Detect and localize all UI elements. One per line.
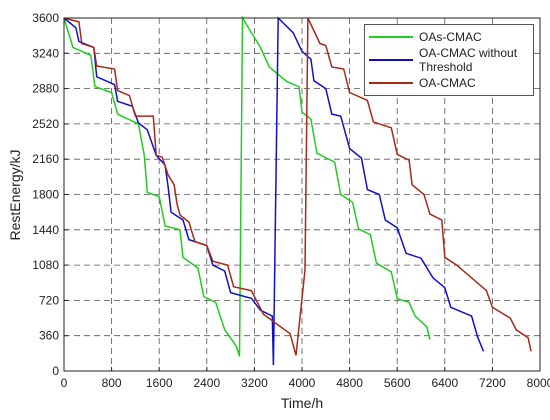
y-tick-label: 360 [39, 329, 59, 343]
x-tick-label: 7200 [479, 376, 506, 390]
legend-item: OA-CMAC without Threshold [369, 46, 529, 74]
legend-item: OA-CMAC [369, 76, 529, 90]
y-tick-label: 2160 [32, 152, 59, 166]
y-tick-label: 1800 [32, 188, 59, 202]
x-tick-label: 2400 [193, 376, 220, 390]
x-tick-label: 800 [102, 376, 122, 390]
x-tick-label: 3200 [241, 376, 268, 390]
y-tick-label: 1440 [32, 223, 59, 237]
y-tick-label: 2520 [32, 117, 59, 131]
legend: OAs-CMAC OA-CMAC without Threshold OA-CMAC [364, 24, 534, 96]
x-axis-label: Time/h [281, 395, 323, 411]
x-tick-label: 5600 [384, 376, 411, 390]
x-tick-label: 4000 [289, 376, 316, 390]
legend-label: OA-CMAC without Threshold [419, 46, 518, 74]
y-tick-label: 3240 [32, 46, 59, 60]
y-tick-label: 0 [52, 364, 59, 378]
y-axis-label: RestEnergy/kJ [7, 149, 23, 240]
legend-swatch [369, 82, 413, 84]
y-tick-label: 2880 [32, 82, 59, 96]
x-tick-label: 0 [61, 376, 68, 390]
y-tick-label: 720 [39, 293, 59, 307]
axes-frame [63, 17, 541, 372]
legend-swatch [369, 36, 413, 38]
legend-swatch [369, 59, 413, 61]
y-tick-label: 1080 [32, 258, 59, 272]
legend-label: OAs-CMAC [419, 30, 482, 44]
legend-label: OA-CMAC [419, 76, 476, 90]
series-line [63, 17, 532, 356]
y-tick-label: 3600 [32, 11, 59, 25]
x-tick-label: 1600 [146, 376, 173, 390]
x-tick-label: 4800 [336, 376, 363, 390]
legend-item: OAs-CMAC [369, 30, 529, 44]
x-tick-label: 6400 [431, 376, 458, 390]
